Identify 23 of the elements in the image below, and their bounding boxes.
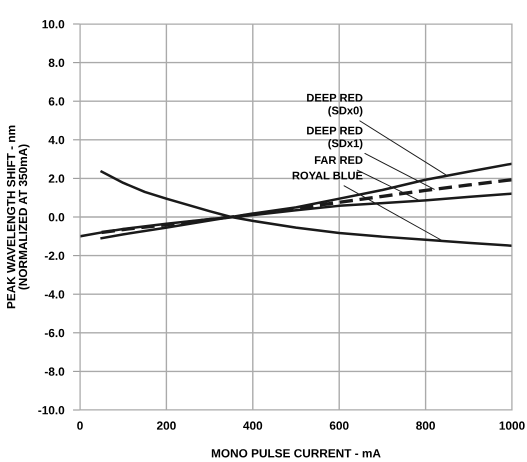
- y-tick-label: 10.0: [42, 20, 64, 28]
- x-tick-label: 200: [156, 421, 176, 430]
- x-tick-label: 800: [416, 421, 435, 430]
- x-axis-title: MONO PULSE CURRENT - mA: [212, 449, 381, 458]
- y-tick-label: -4.0: [44, 290, 64, 299]
- y-tick-label: -8.0: [44, 367, 64, 376]
- y-tick-label: 2.0: [48, 174, 64, 183]
- x-tick-label: 0: [77, 421, 83, 430]
- y-tick-label: -2.0: [44, 252, 64, 260]
- y-tick-label: 8.0: [48, 58, 64, 67]
- text: DEEP RED (SDx0): [307, 94, 362, 117]
- y-tick-label: -10.0: [38, 406, 64, 414]
- y-tick-label: -6.0: [44, 328, 64, 338]
- x-tick-label: 600: [330, 421, 349, 430]
- text: FAR RED: [314, 156, 362, 164]
- x-tick-label: 1000: [500, 421, 525, 430]
- y-tick-label: 4.0: [48, 136, 64, 144]
- y-axis-title: PEAK WAVELENGTH SHIFT - nm (NORMALIZED AT 350mA): [6, 126, 30, 308]
- y-tick-label: 6.0: [48, 97, 64, 106]
- x-tick-label: 400: [243, 421, 262, 430]
- text: ROYAL BLUE: [292, 172, 363, 180]
- text: DEEP RED (SDx1): [307, 126, 362, 150]
- y-tick-label: 0.0: [48, 213, 64, 222]
